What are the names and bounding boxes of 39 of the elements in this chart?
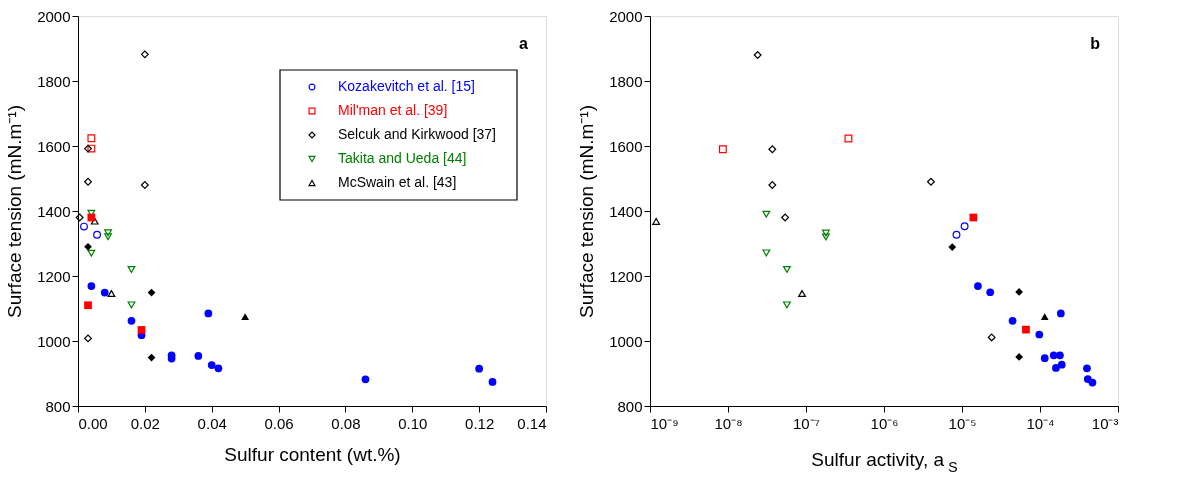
x-tick-label: 10⁻⁵ <box>948 414 977 432</box>
x-tick-label: 0.04 <box>197 414 227 432</box>
y-tick-label: 2000 <box>609 7 643 25</box>
y-tick-label: 1000 <box>37 332 71 350</box>
annotation: b <box>1090 35 1101 52</box>
x-tick-label: 0.06 <box>264 414 294 432</box>
y-tick-label: 1200 <box>37 267 71 285</box>
x-tick-label: 0.10 <box>398 414 428 432</box>
x-tick-label: 0.08 <box>331 414 361 432</box>
legend-label: Mil'man et al. [39] <box>338 102 448 118</box>
x-tick-label: 0.02 <box>130 414 160 432</box>
x-tick-label: 0.14 <box>517 414 547 432</box>
y-tick-label: 800 <box>617 397 643 415</box>
y-tick-label: 2000 <box>37 7 71 25</box>
y-tick-label: 1000 <box>609 332 643 350</box>
x-tick-label: 10⁻⁸ <box>714 414 743 432</box>
y-tick-label: 800 <box>45 397 71 415</box>
x-axis-title: Sulfur content (wt.%) <box>224 443 401 465</box>
y-tick-label: 1400 <box>37 202 71 220</box>
x-tick-label: 10⁻⁹ <box>650 414 679 432</box>
x-tick-label: 10⁻³ <box>1091 414 1119 432</box>
y-tick-label: 1400 <box>609 202 643 220</box>
y-tick-label: 1800 <box>609 72 643 90</box>
legend-label: Takita and Ueda [44] <box>338 150 467 166</box>
legend-label: Selcuk and Kirkwood [37] <box>338 126 496 142</box>
annotation: a <box>519 35 529 52</box>
y-tick-label: 1800 <box>37 72 71 90</box>
y-tick-label: 1600 <box>609 137 643 155</box>
y-tick-label: 1200 <box>609 267 643 285</box>
x-tick-label: 0.00 <box>78 414 108 432</box>
y-axis-title: Surface tension (mN.m⁻¹) <box>4 105 26 318</box>
y-axis-title: Surface tension (mN.m⁻¹) <box>576 105 598 318</box>
x-tick-label: 10⁻⁶ <box>870 414 899 432</box>
legend-label: Kozakevitch et al. [15] <box>338 78 475 94</box>
x-tick-label: 10⁻⁷ <box>792 414 821 432</box>
legend-label: McSwain et al. [43] <box>338 174 457 190</box>
x-tick-label: 0.12 <box>465 414 495 432</box>
y-tick-label: 1600 <box>37 137 71 155</box>
x-tick-label: 10⁻⁴ <box>1026 414 1055 432</box>
